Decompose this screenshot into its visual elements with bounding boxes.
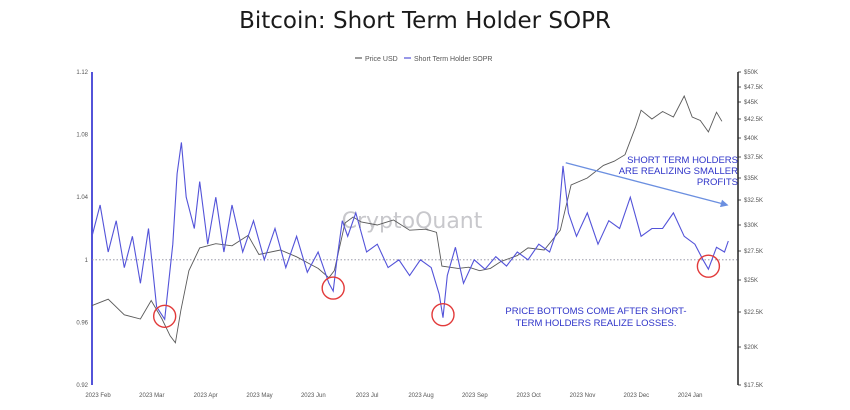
left-axis-ticks: 0.92 0.96 1 1.04 1.08 1.12 (76, 70, 88, 389)
x-tick-label: 2023 Jun (301, 393, 326, 399)
x-tick-label: 2023 Sep (462, 393, 488, 399)
left-tick-label: 0.92 (76, 383, 88, 389)
trend-arrow (565, 162, 729, 208)
x-tick-label: 2023 Jul (356, 393, 379, 399)
x-axis-ticks: 2023 Feb 2023 Mar 2023 Apr 2023 May 2023 Jun… (85, 393, 702, 399)
left-tick-label: 0.96 (76, 320, 88, 326)
right-tick-label: $37.5K (744, 155, 763, 161)
sopr-series (91, 142, 729, 321)
annotation-line: SHORT TERM HOLDERS (627, 155, 738, 166)
legend-price[interactable]: Price USD (365, 56, 398, 63)
highlight-circle (696, 254, 721, 278)
right-tick-label: $50K (744, 70, 758, 76)
bottom-highlights (152, 254, 721, 328)
right-tick-label: $42.5K (744, 117, 763, 123)
x-tick-label: 2023 Apr (194, 393, 218, 399)
x-tick-label: 2023 Dec (623, 393, 649, 399)
left-tick-label: 1.04 (76, 195, 88, 201)
right-tick-label: $47.5K (744, 85, 763, 91)
left-tick-label: 1.08 (76, 133, 88, 139)
x-tick-label: 2023 Mar (139, 393, 164, 399)
highlight-circle (431, 303, 455, 327)
left-tick-label: 1 (85, 258, 89, 264)
x-tick-label: 2023 May (246, 393, 272, 399)
x-tick-label: 2023 Oct (516, 393, 541, 399)
highlight-circle (321, 276, 345, 300)
right-tick-label: $35K (744, 176, 758, 182)
right-tick-label: $30K (744, 223, 758, 229)
annotation-stability: SHORT TERM HOLDERS ARE REALIZING SMALLER… (619, 155, 738, 188)
right-tick-label: $20K (744, 345, 758, 351)
annotation-bottoms: PRICE BOTTOMS COME AFTER SHORT- TERM HOL… (505, 306, 686, 329)
price-usd-series (91, 94, 723, 344)
right-axis-ticks: $17.5K $20K $22.5K $25K $27.5K $30K $32.5K $35K… (738, 70, 763, 389)
chart-title: Bitcoin: Short Term Holder SOPR (239, 8, 611, 34)
legend-sopr[interactable]: Short Term Holder SOPR (414, 56, 492, 63)
annotation-line: PROFITS (697, 177, 738, 188)
highlight-circle (152, 304, 177, 328)
annotation-line: ARE REALIZING SMALLER (619, 166, 738, 177)
right-tick-label: $32.5K (744, 198, 763, 204)
x-tick-label: 2023 Aug (408, 393, 433, 399)
right-tick-label: $45K (744, 100, 758, 106)
x-tick-label: 2023 Nov (570, 393, 596, 399)
right-tick-label: $27.5K (744, 249, 763, 255)
annotation-line: PRICE BOTTOMS COME AFTER SHORT- (505, 306, 686, 317)
left-tick-label: 1.12 (76, 70, 88, 76)
right-tick-label: $40K (744, 136, 758, 142)
right-tick-label: $25K (744, 278, 758, 284)
x-tick-label: 2023 Feb (85, 393, 111, 399)
legend: Price USD Short Term Holder SOPR (355, 56, 492, 63)
annotation-line: TERM HOLDERS REALIZE LOSSES. (515, 318, 676, 329)
x-tick-label: 2024 Jan (678, 393, 703, 399)
plot-background (92, 72, 738, 385)
right-tick-label: $22.5K (744, 310, 763, 316)
right-tick-label: $17.5K (744, 383, 763, 389)
